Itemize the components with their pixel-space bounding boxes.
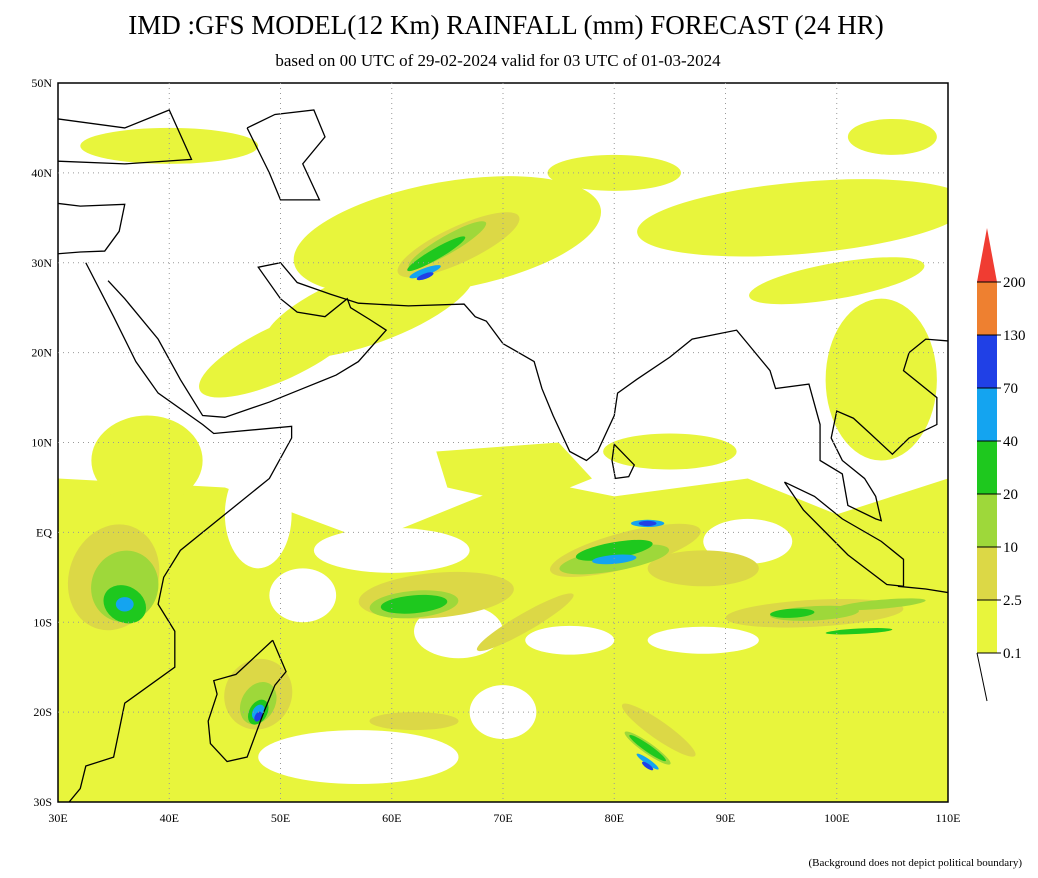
rain-area xyxy=(91,415,203,506)
rain-area xyxy=(647,626,759,654)
title: IMD :GFS MODEL(12 Km) RAINFALL (mm) FORE… xyxy=(128,10,884,40)
lon-label: 90E xyxy=(716,811,735,825)
rain-area xyxy=(476,593,574,652)
coastline xyxy=(611,443,636,480)
rain-area xyxy=(369,712,459,731)
rain-area xyxy=(637,179,948,257)
rain-area xyxy=(575,539,653,561)
rain-area xyxy=(407,236,466,272)
lat-label: 20S xyxy=(33,705,52,719)
map-area xyxy=(58,109,948,802)
legend-swatch xyxy=(977,494,997,547)
legend-arrow xyxy=(977,228,997,282)
legend-tail xyxy=(976,652,988,702)
footnote: (Background does not depict political bo… xyxy=(808,857,1022,869)
legend-label: 10 xyxy=(1003,540,1018,556)
legend-swatch xyxy=(977,600,997,653)
rain-area xyxy=(258,730,459,785)
rain-area xyxy=(642,761,654,771)
coastline xyxy=(58,202,126,255)
legend: 200 130 70 40 20 10 2.5 0.1 xyxy=(976,228,1026,702)
rain-area xyxy=(436,442,592,506)
lat-label: 30S xyxy=(33,795,52,809)
rain-area xyxy=(547,154,681,191)
rain-area xyxy=(592,554,637,565)
lon-label: 40E xyxy=(160,811,179,825)
lon-label: 60E xyxy=(382,811,401,825)
rain-area xyxy=(638,520,657,527)
legend-label: 0.1 xyxy=(1003,646,1022,662)
rain-area xyxy=(269,568,337,623)
coastline xyxy=(58,109,193,165)
rain-area xyxy=(629,734,666,762)
rain-area xyxy=(749,257,925,305)
legend-swatch xyxy=(977,282,997,335)
rain-area xyxy=(525,625,615,655)
rain-area xyxy=(199,307,362,398)
coastline xyxy=(897,585,948,594)
coastline xyxy=(246,109,326,201)
lon-label: 30E xyxy=(48,811,67,825)
lat-label: EQ xyxy=(36,525,52,539)
rain-area xyxy=(313,527,470,573)
rain-area xyxy=(636,753,659,770)
lon-label: 70E xyxy=(493,811,512,825)
rain-area xyxy=(380,594,448,614)
legend-label: 20 xyxy=(1003,487,1018,503)
legend-label: 40 xyxy=(1003,434,1018,450)
rain-area xyxy=(825,628,893,635)
rain-area xyxy=(115,597,134,612)
lat-label: 20N xyxy=(31,346,52,360)
legend-swatch xyxy=(977,441,997,494)
legend-label: 200 xyxy=(1003,275,1026,291)
rain-area xyxy=(409,265,441,279)
rain-area xyxy=(836,598,926,611)
lon-label: 110E xyxy=(936,811,961,825)
legend-swatch xyxy=(977,388,997,441)
lat-label: 10N xyxy=(31,436,52,450)
coastline xyxy=(68,262,293,802)
legend-label: 2.5 xyxy=(1003,593,1022,609)
legend-swatch xyxy=(977,335,997,388)
legend-label: 70 xyxy=(1003,381,1018,397)
rain-area xyxy=(224,460,292,569)
axes: 50N 40N 30N 20N 10N EQ 10S 20S 30S 30E 40E 50E 60E 70… xyxy=(31,76,960,825)
coastline xyxy=(107,262,948,522)
rain-area xyxy=(847,118,937,155)
lat-label: 30N xyxy=(31,256,52,270)
subtitle: based on 00 UTC of 29-02-2024 valid for … xyxy=(275,51,721,70)
lon-label: 80E xyxy=(605,811,624,825)
legend-swatch xyxy=(977,547,997,600)
rain-area xyxy=(416,272,434,281)
rain-area xyxy=(621,703,696,757)
lon-label: 100E xyxy=(824,811,849,825)
lat-label: 50N xyxy=(31,76,52,90)
legend-label: 130 xyxy=(1003,328,1026,344)
rain-area xyxy=(825,298,937,461)
lat-label: 10S xyxy=(33,615,52,629)
lat-label: 40N xyxy=(31,166,52,180)
rain-area xyxy=(254,711,263,722)
rain-area xyxy=(603,433,737,470)
rain-area xyxy=(80,127,259,164)
rain-area xyxy=(770,608,815,618)
rain-area xyxy=(647,550,759,587)
lon-label: 50E xyxy=(271,811,290,825)
coastline xyxy=(207,639,287,763)
